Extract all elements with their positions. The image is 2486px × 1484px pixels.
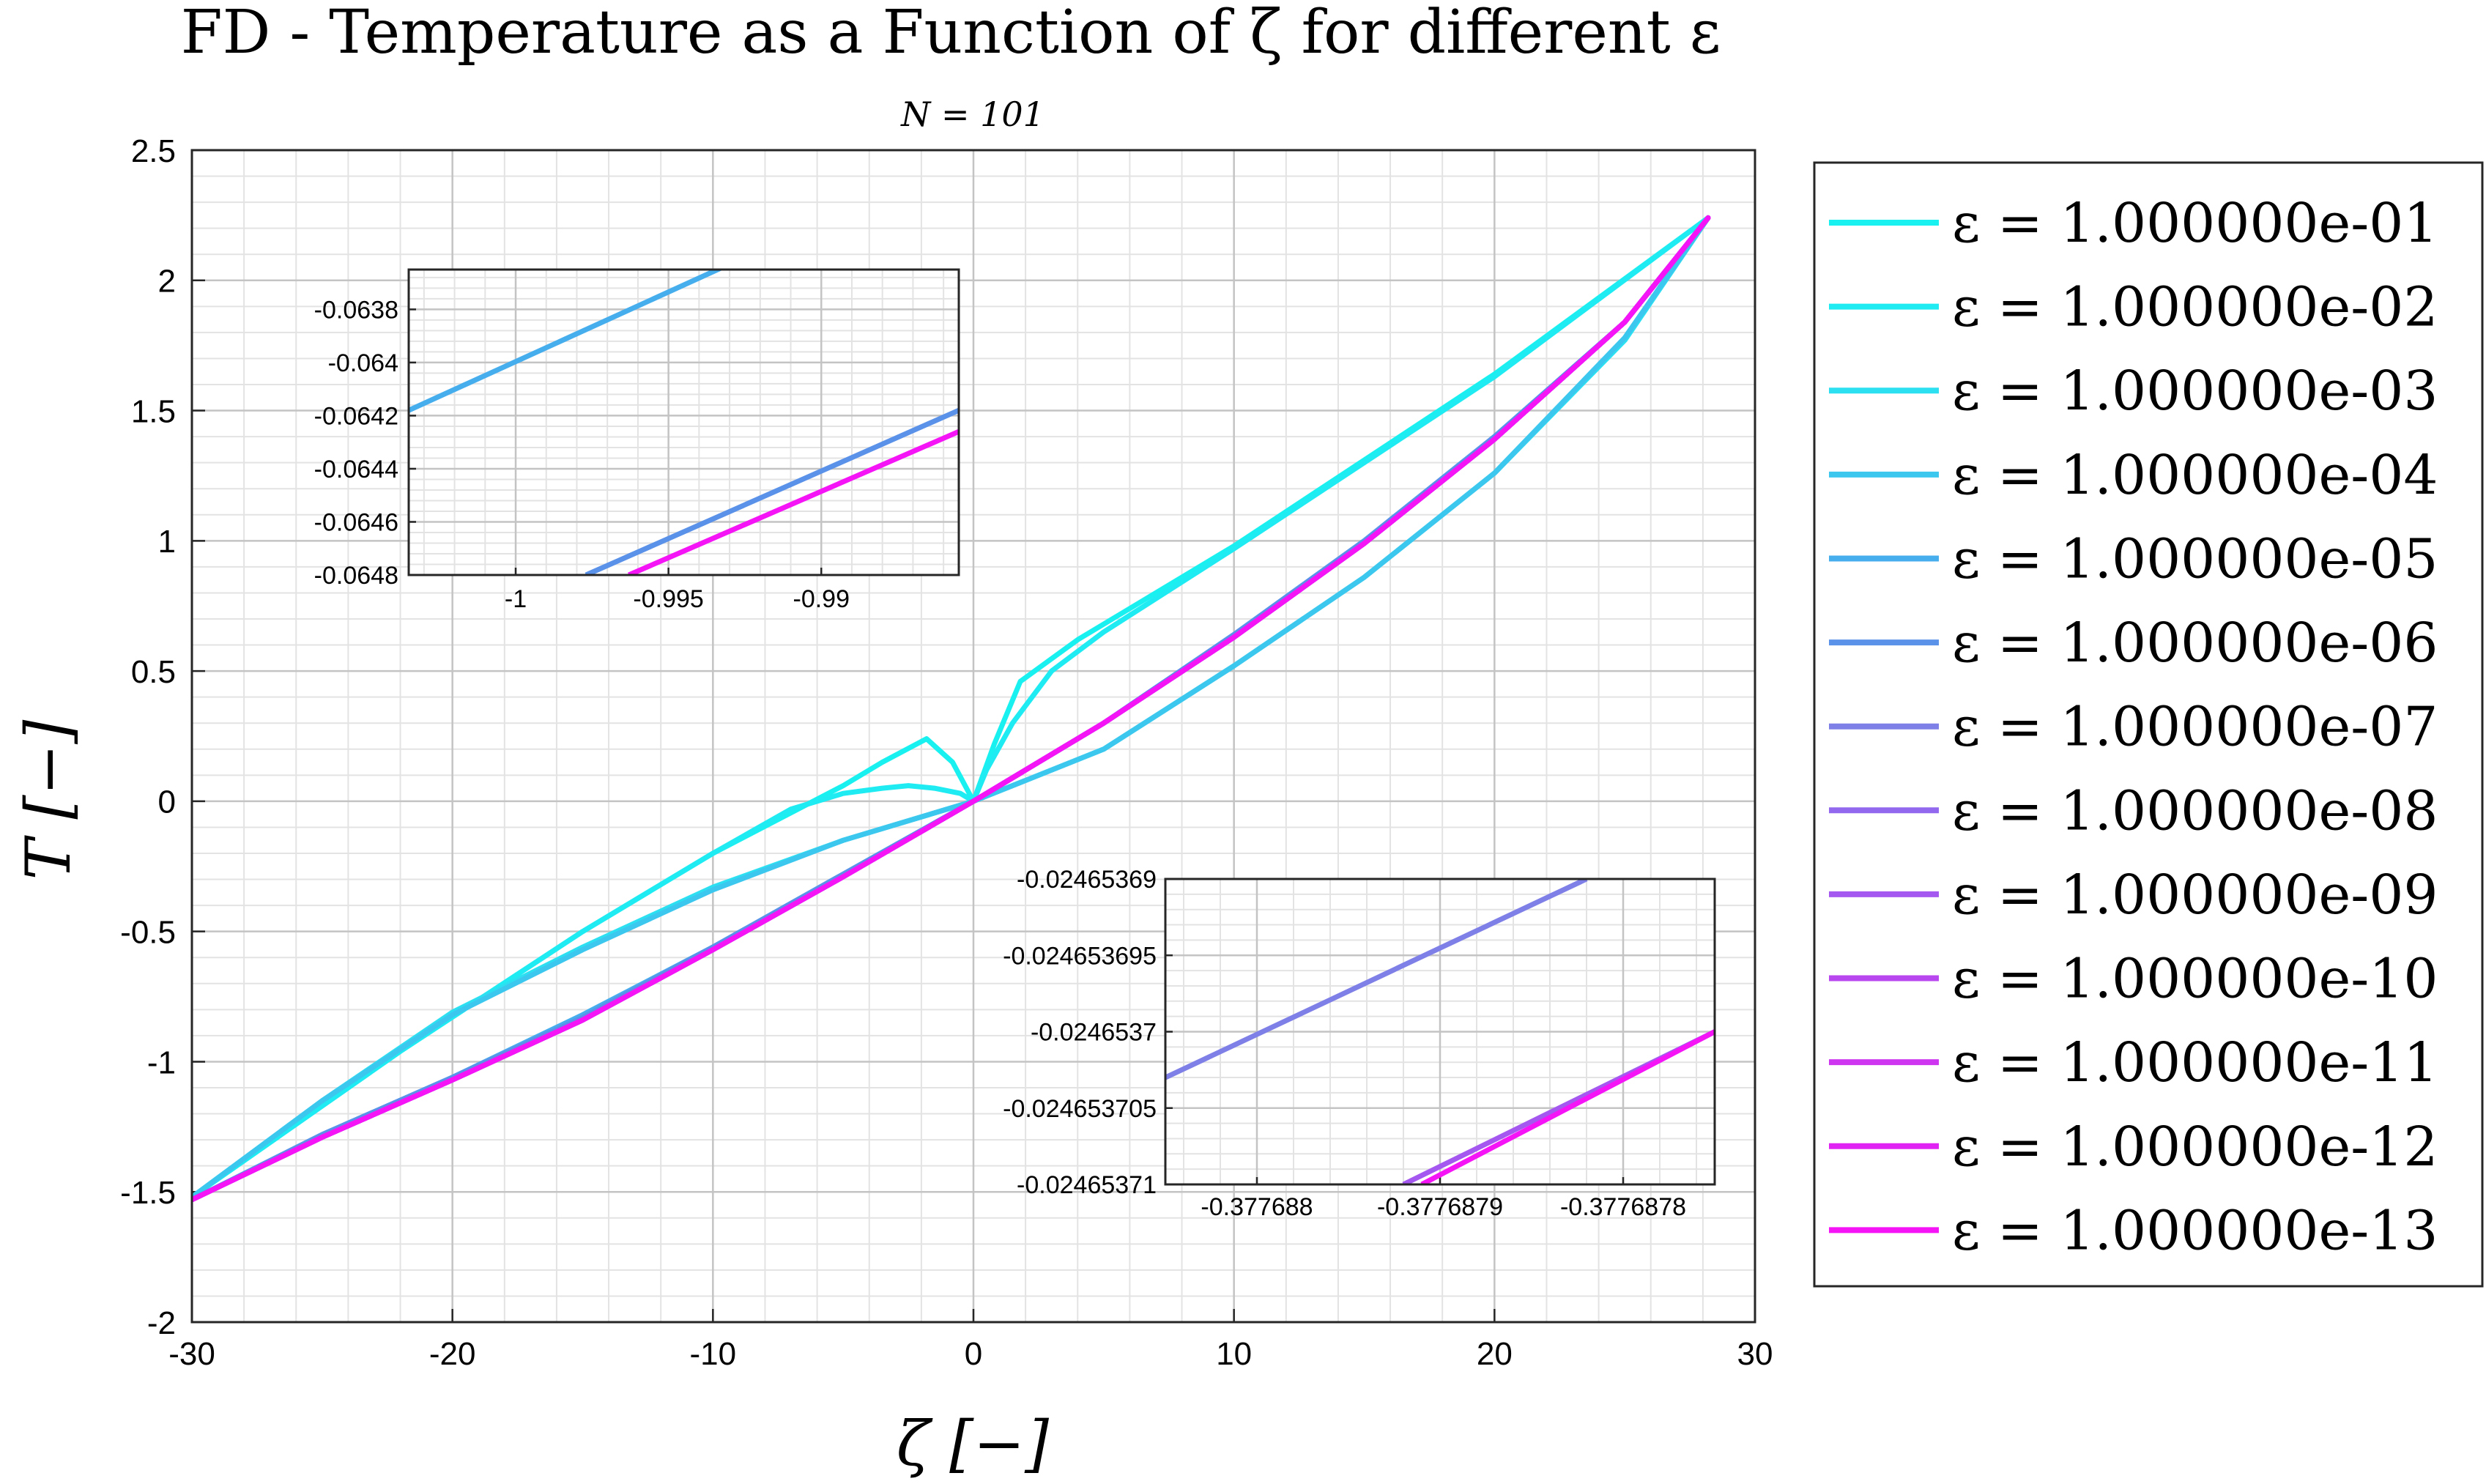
y-axis-label: T [−] [12,719,84,880]
legend-label-2: ε = 1.000000e-02 [1952,276,2438,339]
y-tick-label: -2 [147,1305,176,1341]
legend-label-10: ε = 1.000000e-10 [1952,948,2438,1011]
inset-1-frame [407,268,960,576]
x-tick-label: 20 [1477,1336,1513,1372]
inset-1-y-tick-label: -0.0644 [314,456,398,483]
legend-label-5: ε = 1.000000e-05 [1952,527,2438,590]
legend-label-13: ε = 1.000000e-13 [1952,1199,2438,1262]
inset-1-y-tick-label: -0.0648 [314,562,398,590]
inset-2-x-tick-label: -0.3776878 [1560,1193,1686,1221]
legend: ε = 1.000000e-01 ε = 1.000000e-02 ε = 1.00… [1813,161,2484,1288]
plot-frame [190,149,1756,1324]
legend-label-6: ε = 1.000000e-06 [1952,612,2438,675]
inset-1-x-tick-label: -1 [505,585,527,613]
legend-label-7: ε = 1.000000e-07 [1952,696,2438,759]
inset-2-y-tick-label: -0.024653695 [1003,942,1157,970]
inset-zoom-top-left: -1 -0.995 -0.99 -0.0638 -0.064 -0.0642 -0.0644… [314,268,960,613]
legend-label-9: ε = 1.000000e-09 [1952,864,2438,927]
y-tick-label: 0.5 [131,654,176,690]
series-lines [192,215,1711,1203]
legend-label-1: ε = 1.000000e-01 [1952,192,2438,255]
inset-2-line-3 [1420,1029,1715,1184]
inset-1-line-3 [628,428,959,575]
inset-1-grid [409,270,959,576]
y-tick-label: 1.5 [131,393,176,429]
inset-zoom-bottom-right: -0.377688 -0.3776879 -0.3776878 -0.02465369… [1003,866,1716,1221]
x-tick-label: 10 [1216,1336,1252,1372]
inset-2-frame [1164,878,1716,1186]
legend-label-4: ε = 1.000000e-04 [1952,444,2438,507]
inset-1-line-1 [409,270,724,413]
legend-label-11: ε = 1.000000e-11 [1952,1031,2438,1094]
inset-1-y-tick-label: -0.0642 [314,403,398,431]
x-tick-label: -30 [168,1336,215,1372]
y-tick-label: -0.5 [120,915,176,951]
legend-label-3: ε = 1.000000e-03 [1952,360,2438,423]
inset-1-line-2 [585,407,959,575]
chart-subtitle: N = 101 [900,94,1045,134]
y-tick-label: 0 [158,784,176,820]
inset-2-y-tick-label: -0.02465369 [1017,866,1157,894]
inset-2-lines [1165,879,1715,1184]
inset-1-lines [409,270,959,575]
inset-1-x-tick-label: -0.99 [793,585,850,613]
inset-2-y-tick-label: -0.024653705 [1003,1095,1157,1123]
x-axis-label: ζ [−] [897,1408,1049,1480]
y-tick-label: -1.5 [120,1175,176,1211]
inset-2-line-1 [1165,879,1588,1080]
inset-1-y-tick-label: -0.0638 [314,297,398,324]
y-tick-label: 2.5 [131,133,176,169]
inset-2-grid [1165,878,1715,1186]
y-tick-label: 1 [158,524,176,560]
x-tick-label: 30 [1737,1336,1773,1372]
inset-1-y-tick-label: -0.0646 [314,509,398,537]
series-line-2 [192,215,1711,1200]
inset-2-x-tick-label: -0.3776879 [1377,1193,1503,1221]
x-tick-label: 0 [965,1336,982,1372]
inset-1-y-tick-label: -0.064 [328,349,398,377]
inset-2-x-tick-label: -0.377688 [1201,1193,1313,1221]
legend-label-8: ε = 1.000000e-08 [1952,779,2438,842]
y-tick-label: 2 [158,264,176,300]
y-tick-label: -1 [147,1045,176,1080]
inset-2-y-tick-label: -0.0246537 [1031,1019,1157,1047]
inset-1-x-tick-label: -0.995 [633,585,703,613]
inset-2-y-tick-label: -0.02465371 [1017,1171,1157,1199]
series-line-13 [192,215,1711,1203]
legend-label-12: ε = 1.000000e-12 [1952,1116,2438,1179]
x-tick-label: -10 [690,1336,737,1372]
chart-title: FD - Temperature as a Function of ζ for … [181,0,1721,67]
x-tick-label: -20 [429,1336,476,1372]
